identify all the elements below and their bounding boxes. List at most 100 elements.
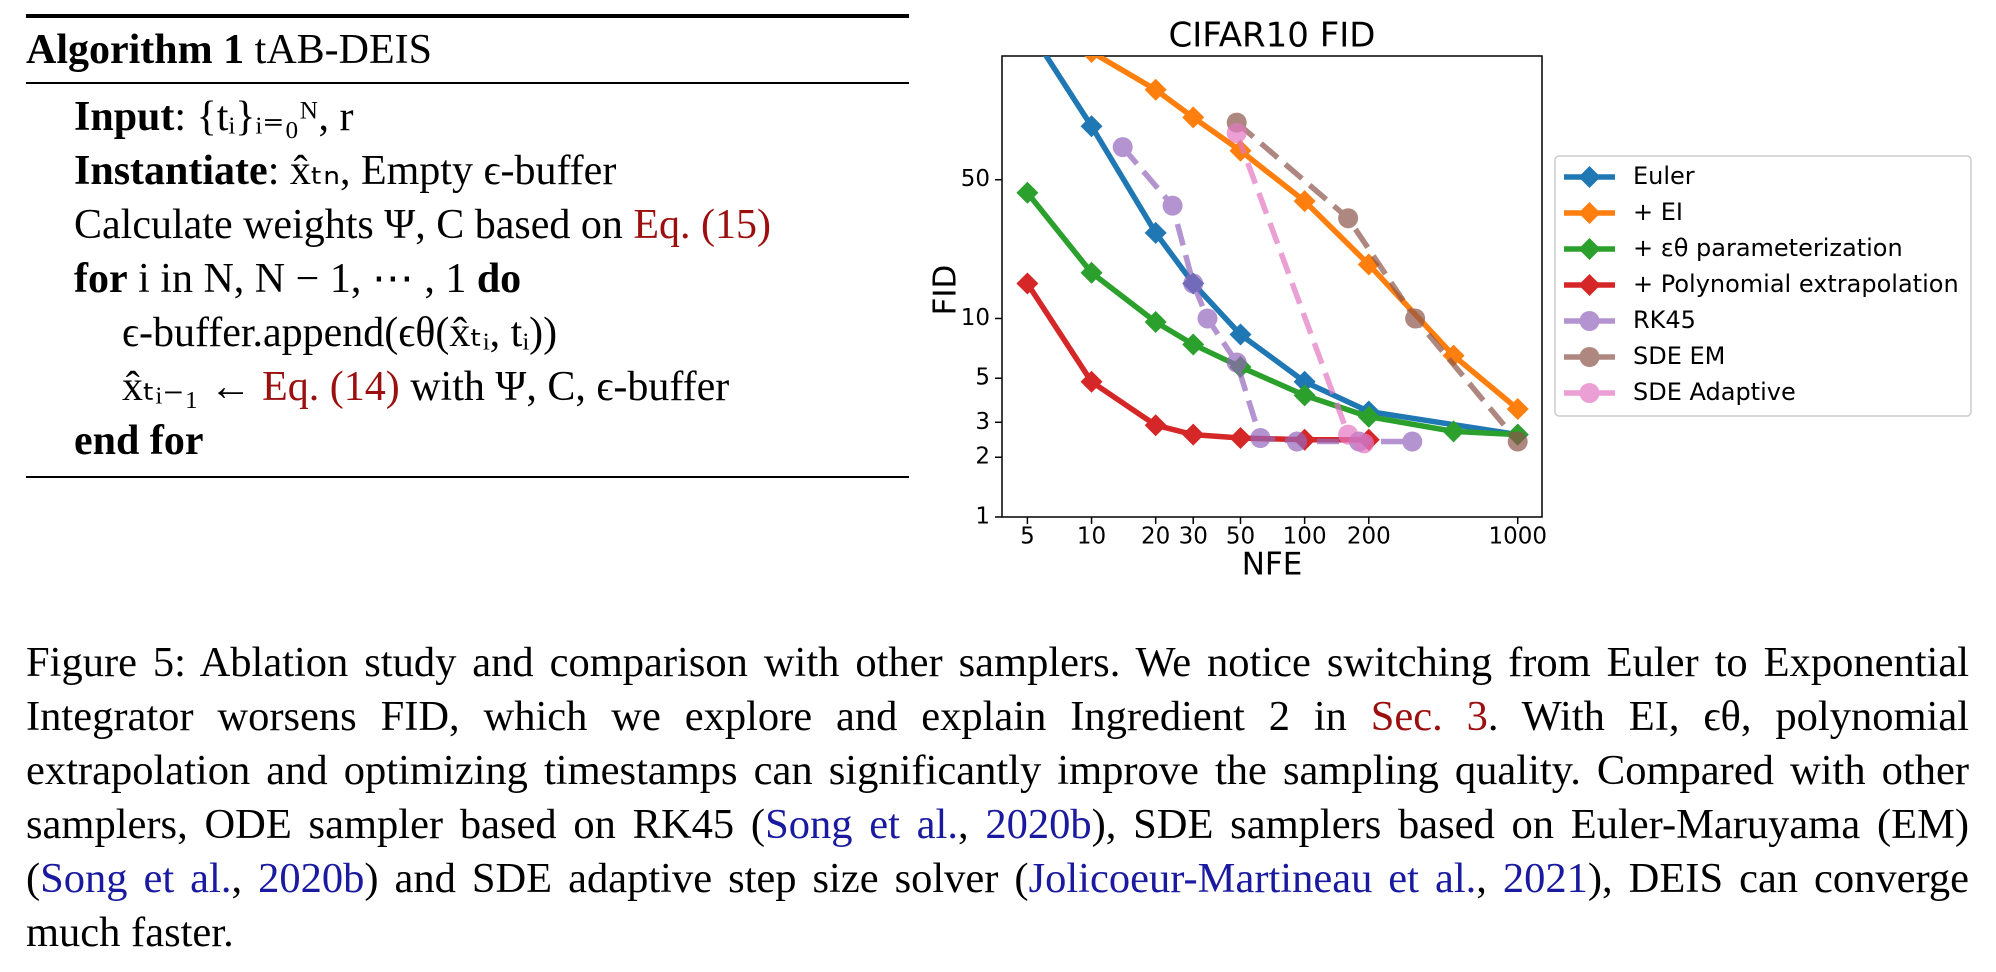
data-point bbox=[1112, 137, 1133, 158]
text: x̂ₜᵢ₋₁ ← bbox=[122, 364, 263, 410]
citation-link[interactable]: Song et al. bbox=[765, 801, 958, 848]
legend-item bbox=[1564, 238, 1615, 260]
y-axis-label: FID bbox=[928, 265, 964, 316]
reference-link[interactable]: Eq. (15) bbox=[633, 202, 772, 248]
reference-link[interactable]: Sec. 3 bbox=[1370, 693, 1488, 740]
text: : x̂ₜₙ, Empty ϵ-buffer bbox=[267, 148, 617, 194]
data-point bbox=[1016, 181, 1039, 204]
text: ϵ-buffer.append(ϵθ(x̂ₜᵢ, tᵢ)) bbox=[122, 310, 558, 356]
data-point bbox=[1182, 333, 1205, 356]
text: , bbox=[957, 801, 986, 848]
text: : {tᵢ}ᵢ₌₀ᴺ, r bbox=[174, 94, 354, 140]
text: ) and SDE adaptive step size solver ( bbox=[364, 855, 1029, 902]
series bbox=[1226, 112, 1528, 452]
algorithm-line: x̂ₜᵢ₋₁ ← Eq. (14) with Ψ, C, ϵ-buffer bbox=[26, 360, 909, 414]
legend-label: + EI bbox=[1633, 198, 1683, 226]
algorithm-line: end for bbox=[26, 414, 909, 468]
citation-link[interactable]: Song et al. bbox=[40, 855, 232, 902]
data-point bbox=[1182, 423, 1205, 446]
legend-item bbox=[1564, 202, 1615, 224]
rule bbox=[26, 476, 909, 478]
data-point bbox=[1507, 431, 1528, 452]
data-point bbox=[1162, 195, 1183, 216]
chart-title: CIFAR10 FID bbox=[1169, 16, 1376, 56]
x-tick-label: 50 bbox=[1226, 524, 1255, 550]
data-point bbox=[1357, 405, 1380, 428]
x-tick-label: 100 bbox=[1283, 524, 1327, 550]
y-tick-label: 2 bbox=[975, 444, 990, 470]
legend-marker bbox=[1579, 383, 1600, 403]
legend-marker bbox=[1579, 347, 1600, 367]
legend-marker bbox=[1578, 274, 1601, 296]
legend-item bbox=[1564, 383, 1615, 403]
series-line bbox=[1043, 56, 1519, 438]
algorithm-title: Algorithm 1 tAB-DEIS bbox=[26, 18, 909, 82]
plot-frame bbox=[1001, 55, 1543, 518]
legend-marker bbox=[1578, 202, 1601, 224]
data-point bbox=[1286, 431, 1307, 452]
data-point bbox=[1293, 190, 1316, 213]
citation-link[interactable]: 2021 bbox=[1502, 855, 1588, 902]
x-tick-label: 20 bbox=[1141, 524, 1170, 550]
x-tick-label: 1000 bbox=[1488, 524, 1547, 550]
keyword: do bbox=[476, 256, 522, 302]
x-tick-label: 200 bbox=[1347, 524, 1391, 550]
data-point bbox=[1144, 221, 1167, 244]
algorithm-line: Instantiate: x̂ₜₙ, Empty ϵ-buffer bbox=[26, 144, 909, 198]
data-point bbox=[1197, 308, 1218, 329]
keyword: Instantiate bbox=[74, 148, 268, 194]
data-point bbox=[1144, 78, 1167, 101]
legend-marker bbox=[1578, 238, 1601, 260]
series bbox=[1084, 56, 1529, 420]
data-point bbox=[1402, 431, 1423, 452]
rule bbox=[26, 14, 909, 18]
data-point bbox=[1293, 384, 1316, 407]
data-point bbox=[1229, 427, 1252, 450]
series-line bbox=[1234, 120, 1520, 444]
x-tick-label: 30 bbox=[1179, 524, 1208, 550]
data-point bbox=[1080, 370, 1103, 393]
legend-label: SDE EM bbox=[1633, 342, 1725, 370]
data-point bbox=[1144, 311, 1167, 334]
series-line bbox=[1120, 145, 1413, 445]
citation-link[interactable]: 2020b bbox=[258, 855, 365, 902]
data-point bbox=[1226, 352, 1247, 373]
plot-area bbox=[1016, 56, 1529, 454]
legend-item bbox=[1564, 347, 1615, 367]
series bbox=[1226, 122, 1375, 454]
x-tick-label: 5 bbox=[1020, 524, 1035, 550]
reference-link[interactable]: Eq. (14) bbox=[262, 364, 400, 410]
data-point bbox=[1506, 397, 1529, 420]
legend-label: Euler bbox=[1633, 162, 1695, 190]
data-point bbox=[1338, 208, 1359, 229]
text: Figure 5: Ablation study and comparison … bbox=[26, 639, 1969, 740]
keyword: end for bbox=[74, 418, 204, 464]
text: Calculate weights Ψ, C based on bbox=[74, 202, 634, 248]
citation-link[interactable]: Jolicoeur-Martineau et al. bbox=[1028, 855, 1477, 902]
citation-link[interactable]: 2020b bbox=[985, 801, 1092, 848]
legend-item bbox=[1564, 311, 1615, 331]
data-point bbox=[1084, 56, 1099, 63]
algorithm-line: Input: {tᵢ}ᵢ₌₀ᴺ, r bbox=[26, 90, 909, 144]
data-point bbox=[1229, 323, 1252, 346]
legend-marker bbox=[1579, 311, 1600, 331]
algorithm-line: Calculate weights Ψ, C based on Eq. (15) bbox=[26, 198, 909, 252]
data-point bbox=[1293, 370, 1316, 393]
keyword: Input bbox=[74, 94, 175, 140]
text: . With EI, ϵθ, polynomial extrapolation … bbox=[26, 693, 1969, 848]
legend-label: RK45 bbox=[1633, 306, 1696, 334]
legend-marker bbox=[1578, 166, 1601, 188]
y-tick-label: 5 bbox=[975, 365, 990, 391]
legend-label: + εθ parameterization bbox=[1633, 234, 1903, 262]
data-point bbox=[1442, 420, 1465, 443]
data-point bbox=[1250, 428, 1271, 449]
data-point bbox=[1405, 308, 1426, 329]
data-point bbox=[1338, 424, 1359, 445]
rule bbox=[26, 82, 909, 84]
legend-label: SDE Adaptive bbox=[1633, 378, 1796, 406]
legend-item bbox=[1564, 274, 1615, 296]
text: ), SDE samplers based on Euler-Maruyama … bbox=[26, 801, 1970, 902]
legend-item bbox=[1564, 166, 1615, 188]
